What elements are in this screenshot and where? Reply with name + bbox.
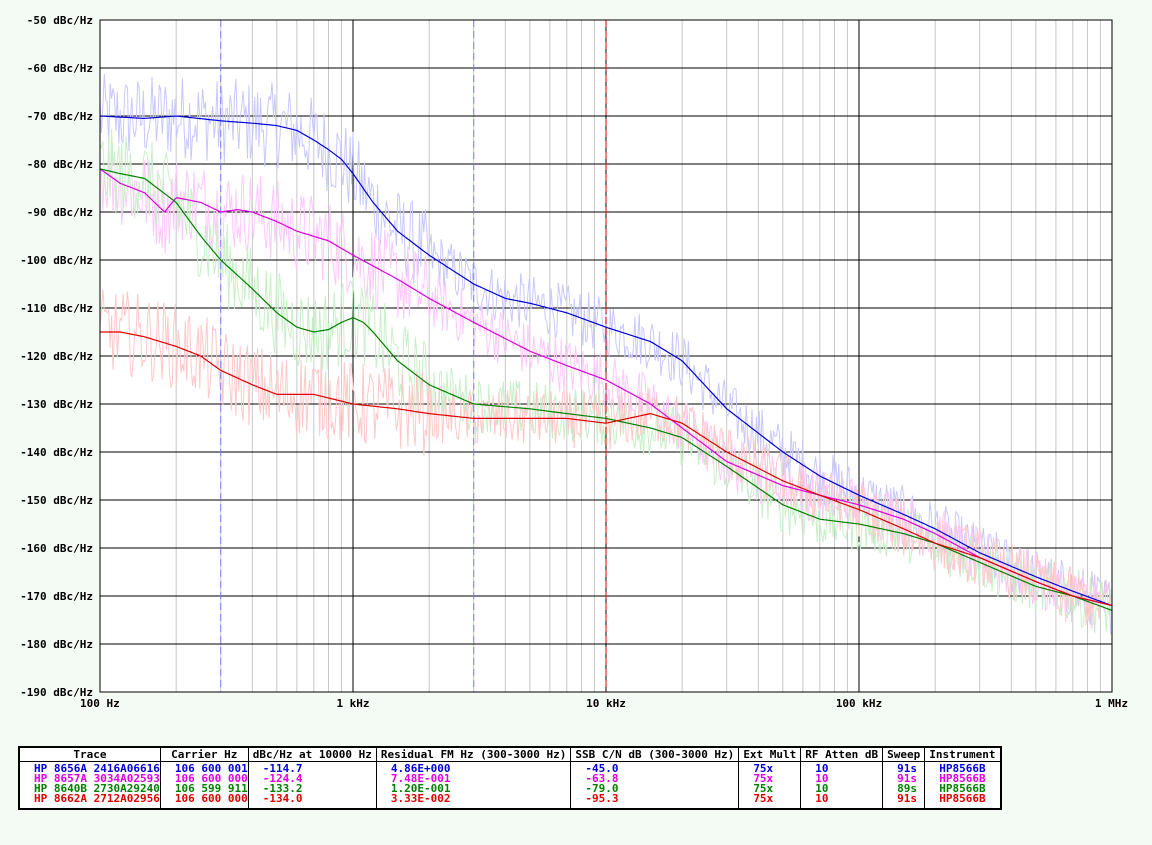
legend-cell: 75x	[738, 783, 801, 794]
phase-noise-chart: -50 dBc/Hz -60 dBc/Hz -70 dBc/Hz -80 dBc/Hz…	[20, 14, 1128, 710]
series-line	[99, 168, 1113, 607]
legend-cell: HP8566B	[924, 761, 1001, 774]
legend-cell: HP 8662A 2712A02956	[34, 792, 160, 805]
legend-cell: 75x	[738, 773, 801, 784]
legend-header-row: Trace Carrier Hz dBc/Hz at 10000 Hz Residua…	[19, 747, 1001, 762]
legend-cell: 106 599 911	[159, 783, 249, 794]
series-line	[99, 115, 1113, 607]
x-tick-label: 1 kHz	[336, 697, 369, 710]
plot-border	[99, 19, 1113, 693]
legend-cell: 10	[800, 761, 883, 774]
x-tick-labels: 100 Hz 1 kHz 10 kHz 100 kHz 1 MHz	[80, 697, 1128, 710]
legend-body: HP 8656A 2416A06616 106 600 001 -114.7 4.86…	[19, 761, 1001, 809]
legend-cell: 106 600 001	[159, 761, 249, 774]
y-tick-label: -130 dBc/Hz	[20, 398, 93, 411]
x-tick-label: 100 kHz	[836, 697, 882, 710]
x-tick-label: 1 MHz	[1095, 697, 1128, 710]
y-tick-label: -150 dBc/Hz	[20, 494, 93, 507]
smoothed-series	[99, 115, 1113, 611]
legend-cell: 7.48E-001	[375, 773, 571, 784]
y-tick-label: -100 dBc/Hz	[20, 254, 93, 267]
legend-header-cell: Trace	[19, 747, 161, 762]
legend-header-cell: Instrument	[924, 747, 1001, 762]
legend-cell: HP8566B	[924, 793, 1001, 809]
legend-cell: 1.20E-001	[375, 783, 571, 794]
legend-cell: -133.2	[247, 783, 377, 794]
series-line	[99, 168, 1113, 611]
legend-header-cell: Sweep	[882, 747, 925, 762]
y-tick-label: -120 dBc/Hz	[20, 350, 93, 363]
legend-header-cell: Carrier Hz	[159, 747, 249, 762]
y-tick-label: -60 dBc/Hz	[27, 62, 93, 75]
legend-header-cell: SSB C/N dB (300-3000 Hz)	[570, 747, 739, 762]
legend-cell: 10	[800, 783, 883, 794]
legend-cell: HP8566B	[924, 773, 1001, 784]
y-tick-label: -140 dBc/Hz	[20, 446, 93, 459]
y-tick-label: -50 dBc/Hz	[27, 14, 93, 27]
legend-cell: 75x	[738, 793, 801, 809]
legend-cell: 91s	[882, 761, 925, 774]
legend-header-cell: Ext Mult	[738, 747, 801, 762]
legend-row: HP 8662A 2712A02956 106 600 000 -134.0 3.33…	[19, 792, 1001, 809]
legend-cell: 3.33E-002	[375, 793, 571, 809]
legend-row: HP 8657A 3034A02593 106 600 000 -124.4 7.48…	[19, 772, 1001, 785]
legend-cell: -63.8	[570, 773, 739, 784]
legend-cell: 4.86E+000	[375, 761, 571, 774]
legend-cell: 89s	[882, 783, 925, 794]
legend-cell: 106 600 000	[159, 793, 249, 809]
y-tick-label: -160 dBc/Hz	[20, 542, 93, 555]
legend-cell: -79.0	[570, 783, 739, 794]
y-tick-label: -190 dBc/Hz	[20, 686, 93, 699]
y-tick-label: -90 dBc/Hz	[27, 206, 93, 219]
legend-cell: 75x	[738, 761, 801, 774]
legend-cell: -134.0	[247, 793, 377, 809]
legend-cell: -114.7	[247, 761, 377, 774]
legend-header-cell: RF Atten dB	[800, 747, 883, 762]
legend-header-cell: Residual FM Hz (300-3000 Hz)	[375, 747, 571, 762]
series-line	[100, 331, 1113, 607]
legend-cell: HP 8640B 2730A29240	[34, 782, 160, 795]
y-tick-label: -110 dBc/Hz	[20, 302, 93, 315]
y-tick-label: -70 dBc/Hz	[27, 110, 93, 123]
legend-cell: HP 8656A 2416A06616	[34, 762, 160, 775]
legend-cell: 91s	[882, 773, 925, 784]
x-tick-label: 100 Hz	[80, 697, 120, 710]
legend-cell: 91s	[882, 793, 925, 809]
y-tick-label: -80 dBc/Hz	[27, 158, 93, 171]
integration-markers	[220, 20, 607, 692]
legend-cell: 10	[800, 773, 883, 784]
legend-header-cell: dBc/Hz at 10000 Hz	[247, 747, 377, 762]
legend-cell: HP8566B	[924, 783, 1001, 794]
y-tick-labels: -50 dBc/Hz -60 dBc/Hz -70 dBc/Hz -80 dBc/Hz…	[20, 14, 93, 699]
legend-cell: -95.3	[570, 793, 739, 809]
legend-cell: 10	[800, 793, 883, 809]
legend-row: HP 8656A 2416A06616 106 600 001 -114.7 4.86…	[19, 761, 1001, 775]
legend-row: HP 8640B 2730A29240 106 599 911 -133.2 1.20…	[19, 782, 1001, 795]
legend-cell: HP 8657A 3034A02593	[34, 772, 160, 785]
x-tick-label: 10 kHz	[586, 697, 626, 710]
y-tick-label: -180 dBc/Hz	[20, 638, 93, 651]
legend-cell: 106 600 000	[159, 773, 249, 784]
legend-cell: -124.4	[247, 773, 377, 784]
trace-legend-table: Trace Carrier Hz dBc/Hz at 10000 Hz Residua…	[18, 746, 1002, 810]
y-tick-label: -170 dBc/Hz	[20, 590, 93, 603]
legend-cell: -45.0	[570, 761, 739, 774]
